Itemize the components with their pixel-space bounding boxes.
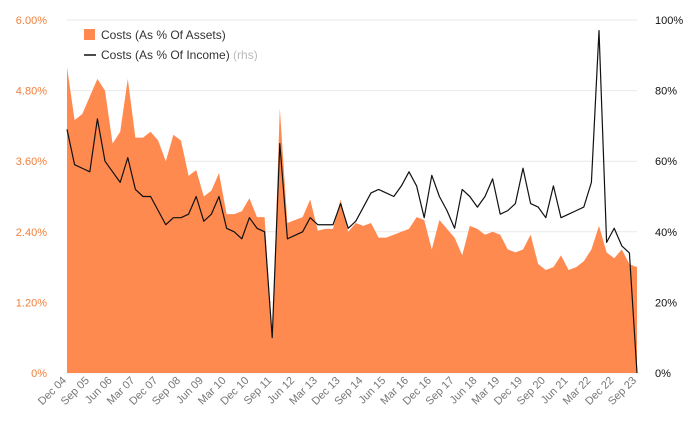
legend-label-assets: Costs (As % Of Assets)	[101, 28, 226, 42]
right-tick-label: 60%	[655, 156, 677, 168]
legend-swatch-assets	[84, 29, 95, 40]
left-tick-label: 6.00%	[16, 15, 47, 27]
legend: Costs (As % Of Assets) Costs (As % Of In…	[84, 28, 258, 62]
left-tick-label: 1.20%	[16, 297, 47, 309]
legend-label-income: Costs (As % Of Income) (rhs)	[101, 48, 258, 62]
right-tick-label: 20%	[655, 297, 677, 309]
legend-label-income-note: (rhs)	[233, 48, 258, 62]
left-tick-label: 3.60%	[16, 156, 47, 168]
left-axis-ticks: 0% 1.20% 2.40% 3.60% 4.80% 6.00%	[16, 15, 47, 380]
right-axis-ticks: 0% 20% 40% 60% 80% 100%	[655, 15, 683, 380]
left-tick-label: 4.80%	[16, 86, 47, 98]
right-tick-label: 100%	[655, 15, 683, 27]
series-costs-assets-area	[67, 67, 637, 373]
legend-label-income-text: Costs (As % Of Income)	[101, 48, 230, 62]
left-tick-label: 2.40%	[16, 227, 47, 239]
left-tick-label: 0%	[31, 368, 47, 380]
right-tick-label: 40%	[655, 227, 677, 239]
right-tick-label: 80%	[655, 86, 677, 98]
series-costs-income-line	[66, 29, 638, 374]
right-tick-label: 0%	[655, 368, 671, 380]
